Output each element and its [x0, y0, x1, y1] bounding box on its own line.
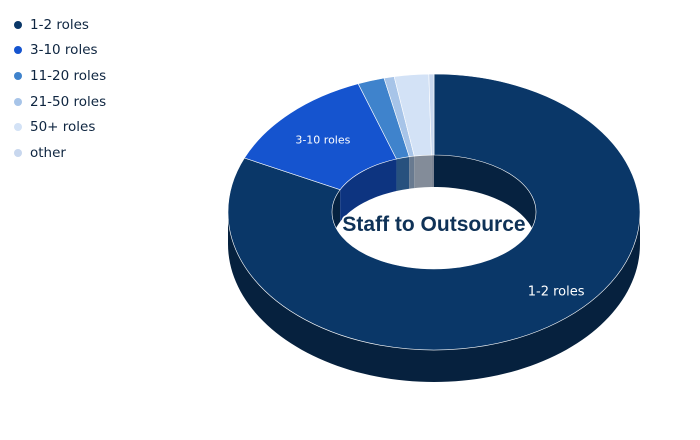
- slice-label-3-10-roles: 3-10 roles: [295, 133, 350, 146]
- donut-slices: [227, 73, 641, 351]
- legend-item-3-10-roles[interactable]: 3-10 roles: [14, 38, 106, 64]
- legend-marker-icon: [14, 20, 22, 29]
- legend-label: 3-10 roles: [30, 42, 98, 59]
- legend-label: 21-50 roles: [30, 93, 107, 110]
- legend-marker-icon: [14, 71, 22, 80]
- slice-label-1-2-roles: 1-2 roles: [528, 284, 585, 299]
- inner-wall-21-50-roles: [409, 156, 415, 189]
- legend-marker-icon: [14, 148, 22, 157]
- legend-label: 11-20 roles: [30, 67, 107, 84]
- legend-marker-icon: [14, 46, 22, 55]
- inner-wall-other: [431, 155, 434, 188]
- legend-label: 50+ roles: [30, 119, 96, 136]
- inner-wall-3-10-roles: [340, 159, 397, 222]
- legend-marker-icon: [14, 97, 22, 106]
- legend-item-other[interactable]: other: [14, 140, 106, 166]
- inner-wall-50-roles: [414, 155, 432, 189]
- legend-marker-icon: [14, 123, 22, 132]
- center-label: Staff to Outsource: [342, 213, 525, 236]
- outer-wall-1-2-roles: [228, 212, 640, 382]
- legend-item-11-20-roles[interactable]: 11-20 roles: [14, 63, 106, 89]
- legend-label: 1-2 roles: [30, 16, 89, 33]
- legend-item-50-roles[interactable]: 50+ roles: [14, 114, 106, 140]
- legend-item-1-2-roles[interactable]: 1-2 roles: [14, 12, 106, 38]
- legend-label: other: [30, 144, 66, 161]
- slice-1-2-roles[interactable]: [227, 73, 641, 351]
- slice-labels: 1-2 roles 3-10 roles: [295, 133, 584, 299]
- chart-legend: 1-2 roles 3-10 roles 11-20 roles 21-50 role…: [14, 12, 106, 166]
- legend-item-21-50-roles[interactable]: 21-50 roles: [14, 89, 106, 115]
- slice-other[interactable]: [428, 73, 435, 156]
- inner-wall-11-20-roles: [396, 156, 410, 192]
- inner-wall-1-2-roles: [434, 155, 536, 244]
